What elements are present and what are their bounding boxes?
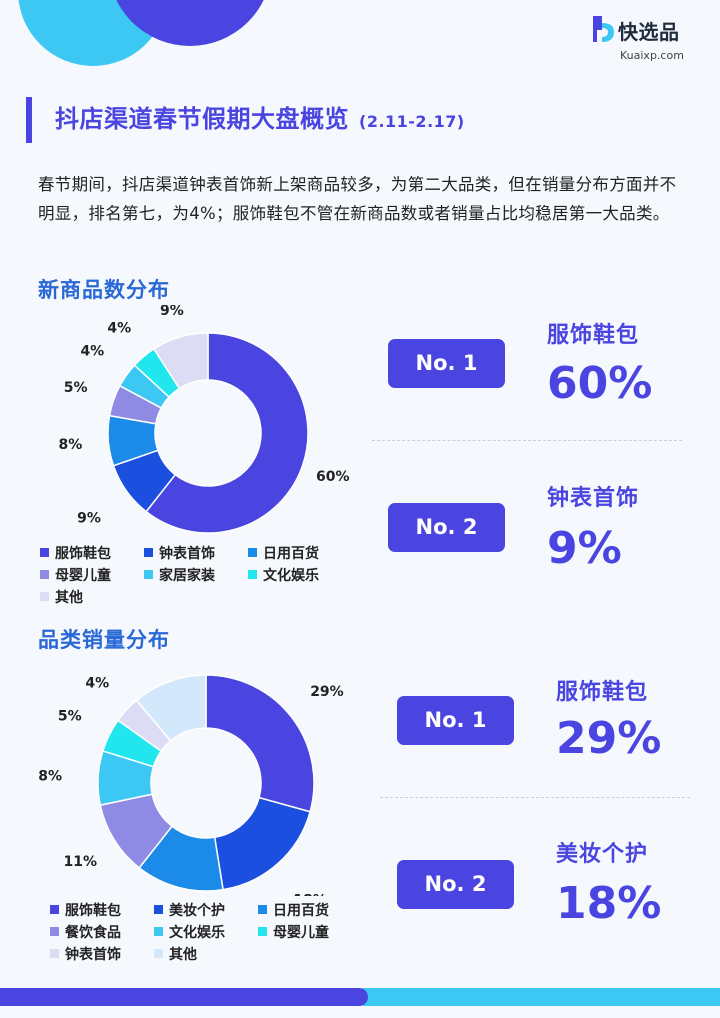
legend-swatch bbox=[40, 570, 49, 579]
rank-1-category: 服饰鞋包 bbox=[547, 323, 640, 348]
brand-name: 快选品 bbox=[618, 20, 680, 44]
legend-item: 钟表首饰 bbox=[144, 543, 215, 563]
slice-label-5: 4% bbox=[107, 320, 131, 336]
donut-slice-0 bbox=[145, 332, 309, 534]
legend-new-products: 服饰鞋包 钟表首饰 日用百货母婴儿童 家居家装 文化娱乐其他 bbox=[40, 543, 370, 613]
legend-label: 日用百货 bbox=[263, 546, 319, 562]
footer-bar-cyan bbox=[356, 988, 720, 1006]
slice-label-3: 5% bbox=[64, 380, 88, 396]
rank-2-category: 美妆个护 bbox=[556, 842, 649, 867]
slice-label-3: 11% bbox=[63, 854, 97, 870]
title-accent-bar bbox=[26, 97, 32, 143]
legend-item: 其他 bbox=[154, 944, 197, 964]
legend-label: 日用百货 bbox=[273, 903, 329, 919]
legend-label: 服饰鞋包 bbox=[55, 546, 111, 562]
legend-swatch bbox=[154, 927, 163, 936]
intro-paragraph: 春节期间，抖店渠道钟表首饰新上架商品较多，为第二大品类，但在销量分布方面并不明显… bbox=[38, 175, 677, 223]
legend-label: 文化娱乐 bbox=[263, 568, 319, 584]
chart-sales: 29%18%13%11%8%5%4%11% 服饰鞋包美妆个护日用百货餐饮食品文化… bbox=[0, 656, 370, 976]
legend-swatch bbox=[40, 592, 49, 601]
donut-slice-7 bbox=[135, 674, 207, 742]
legend-label: 家居家装 bbox=[159, 568, 215, 584]
legend-item: 美妆个护 bbox=[154, 900, 225, 920]
legend-item: 文化娱乐 bbox=[248, 565, 319, 585]
divider bbox=[372, 440, 682, 441]
legend-label: 美妆个护 bbox=[169, 903, 225, 919]
legend-label: 其他 bbox=[169, 947, 197, 963]
rank-2-value: 9% bbox=[547, 523, 622, 574]
legend-item: 家居家装 bbox=[144, 565, 215, 585]
legend-label: 钟表首饰 bbox=[65, 947, 121, 963]
rank-1-value: 29% bbox=[556, 713, 662, 764]
brand-url: Kuaixp.com bbox=[620, 49, 684, 62]
legend-swatch bbox=[50, 927, 59, 936]
rank-2-value: 18% bbox=[556, 878, 662, 929]
donut-slice-6 bbox=[152, 332, 209, 390]
rank-2-category: 钟表首饰 bbox=[547, 486, 640, 511]
legend-label: 母婴儿童 bbox=[55, 568, 111, 584]
donut-chart-new-products: 60% 9% 8% 5% 4%4% 9% bbox=[59, 305, 350, 534]
legend-swatch bbox=[50, 905, 59, 914]
legend-item: 日用百货 bbox=[258, 900, 329, 920]
legend-label: 文化娱乐 bbox=[169, 925, 225, 941]
slice-label-0: 29% bbox=[310, 684, 344, 700]
legend-swatch bbox=[154, 949, 163, 958]
slice-label-1: 9% bbox=[77, 511, 101, 527]
legend-item: 母婴儿童 bbox=[258, 922, 329, 942]
legend-label: 其他 bbox=[55, 590, 83, 606]
legend-swatch bbox=[248, 548, 257, 557]
legend-label: 母婴儿童 bbox=[273, 925, 329, 941]
slice-label-4: 4% bbox=[80, 344, 104, 360]
legend-item: 服饰鞋包 bbox=[50, 900, 121, 920]
legend-sales: 服饰鞋包 美妆个护 日用百货餐饮食品 文化娱乐 母婴儿童钟表首饰 其他 bbox=[50, 900, 380, 970]
slice-label-4: 8% bbox=[38, 769, 62, 785]
legend-swatch bbox=[144, 548, 153, 557]
rank-1-value: 60% bbox=[547, 358, 653, 409]
legend-item: 母婴儿童 bbox=[40, 565, 111, 585]
page-title-date: (2.11-2.17) bbox=[359, 112, 465, 131]
brand-logo-icon bbox=[593, 16, 614, 42]
donut-chart-sales: 29%18%13%11%8%5%4%11% bbox=[38, 656, 344, 896]
legend-item: 文化娱乐 bbox=[154, 922, 225, 942]
donut-slice-0 bbox=[205, 674, 315, 813]
section-title-new-products: 新商品数分布 bbox=[38, 278, 170, 302]
section-title-sales: 品类销量分布 bbox=[38, 628, 170, 652]
legend-item: 钟表首饰 bbox=[50, 944, 121, 964]
slice-label-6: 9% bbox=[160, 305, 184, 319]
rank-1-category: 服饰鞋包 bbox=[556, 680, 649, 705]
legend-swatch bbox=[258, 927, 267, 936]
legend-swatch bbox=[154, 905, 163, 914]
legend-item: 其他 bbox=[40, 587, 83, 607]
rank-badge-1: No. 1 bbox=[397, 696, 514, 745]
legend-swatch bbox=[50, 949, 59, 958]
rank-badge-1: No. 1 bbox=[388, 339, 505, 388]
legend-item: 餐饮食品 bbox=[50, 922, 121, 942]
legend-label: 餐饮食品 bbox=[65, 925, 121, 941]
page-title: 抖店渠道春节假期大盘概览 (2.11-2.17) bbox=[55, 99, 465, 134]
rank-badge-2: No. 2 bbox=[388, 503, 505, 552]
legend-label: 钟表首饰 bbox=[159, 546, 215, 562]
legend-swatch bbox=[258, 905, 267, 914]
brand-logo: 快选品 Kuaixp.com bbox=[590, 12, 700, 67]
footer-bar-indigo bbox=[0, 988, 368, 1006]
chart-new-products: 60% 9% 8% 5% 4% 4% 9% 服饰鞋包 钟表首饰 日用百货母婴儿童 家居家装 文化娱乐… bbox=[0, 305, 370, 615]
legend-swatch bbox=[40, 548, 49, 557]
donut-slice-1 bbox=[213, 796, 312, 891]
slice-label-0: 60% bbox=[316, 469, 350, 485]
slice-label-7: 11% bbox=[141, 656, 175, 659]
legend-item: 服饰鞋包 bbox=[40, 543, 111, 563]
legend-swatch bbox=[144, 570, 153, 579]
page-title-text: 抖店渠道春节假期大盘概览 bbox=[55, 105, 349, 133]
slice-label-5: 5% bbox=[58, 709, 82, 725]
legend-item: 日用百货 bbox=[248, 543, 319, 563]
slice-label-2: 8% bbox=[59, 437, 83, 453]
slice-label-6: 4% bbox=[85, 676, 109, 692]
slice-label-1: 18% bbox=[293, 892, 327, 896]
legend-swatch bbox=[248, 570, 257, 579]
divider bbox=[380, 797, 690, 798]
rank-badge-2: No. 2 bbox=[397, 860, 514, 909]
legend-label: 服饰鞋包 bbox=[65, 903, 121, 919]
